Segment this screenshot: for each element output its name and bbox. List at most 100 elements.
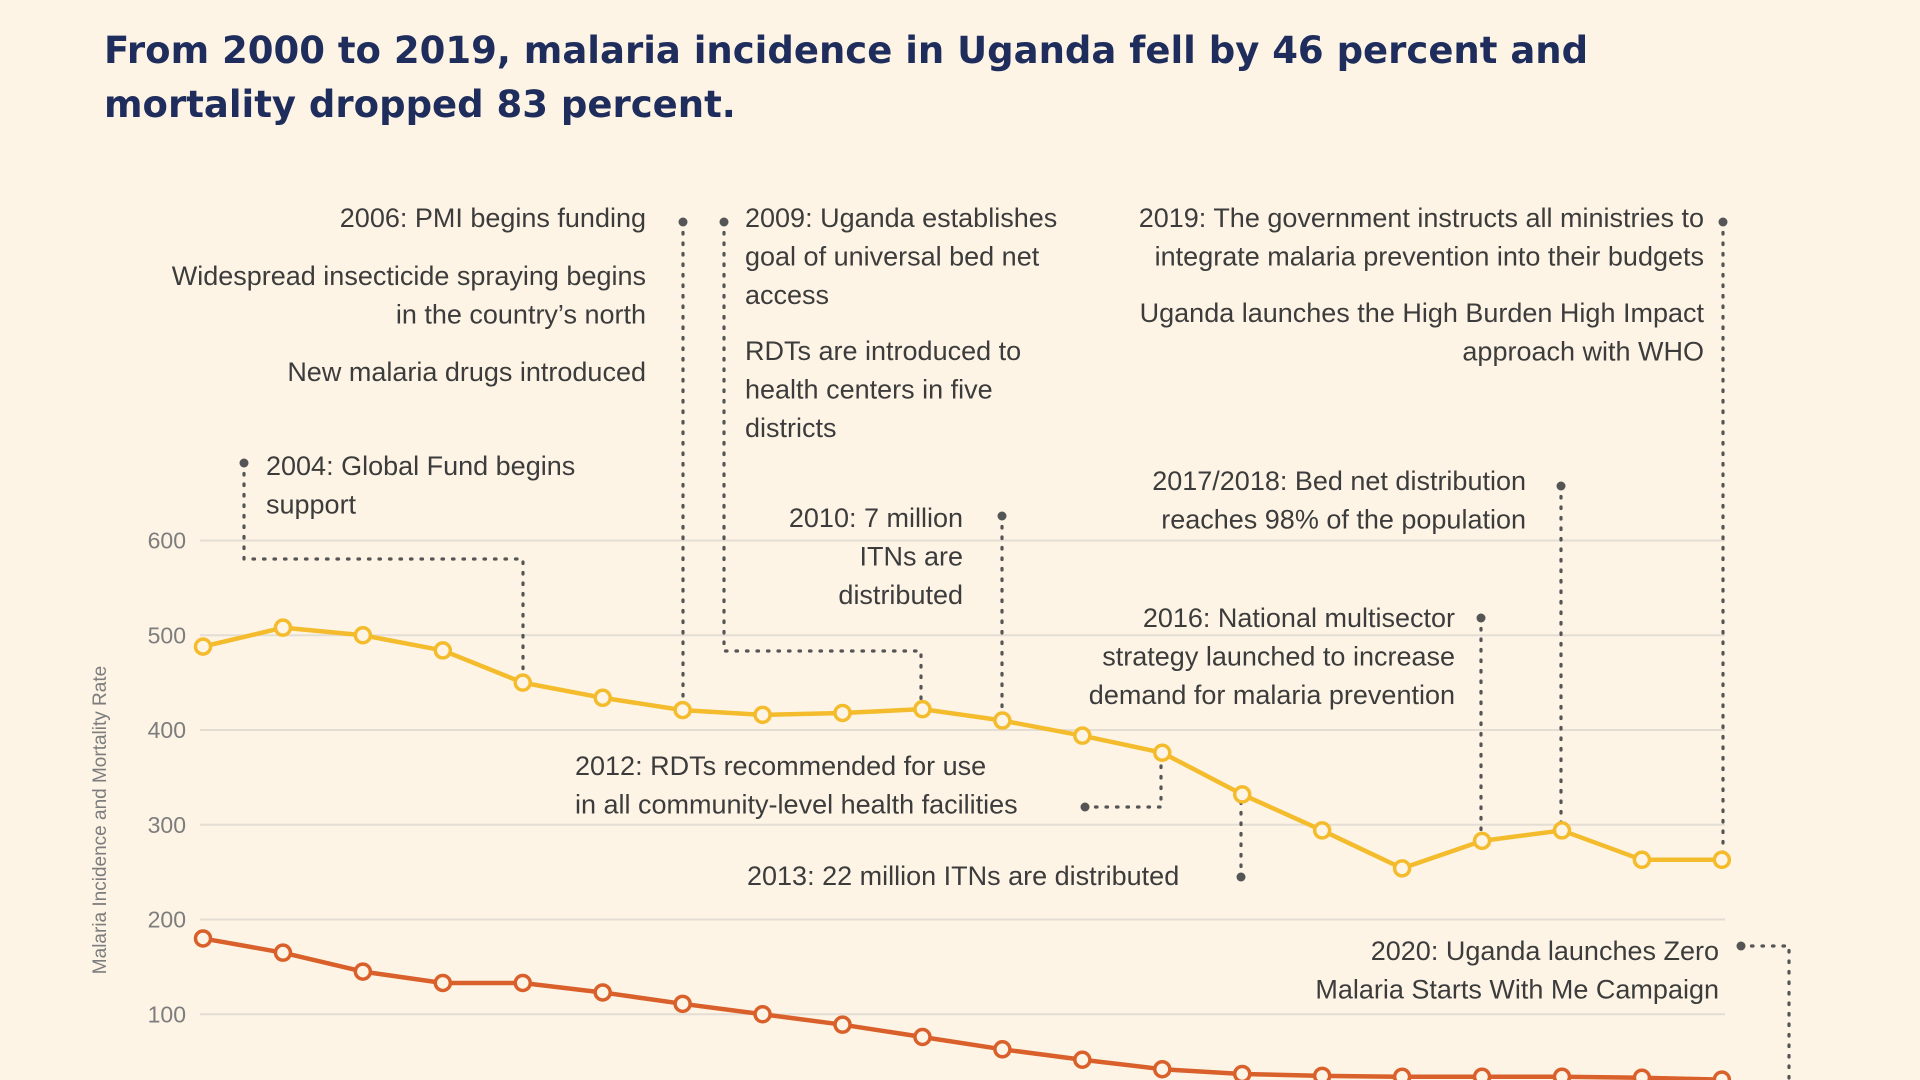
- mortality-point: [673, 994, 692, 1014]
- mortality-point: [513, 973, 533, 993]
- incidence-point: [513, 673, 533, 692]
- annotation-leader: [1083, 753, 1163, 809]
- y-axis-label: Malaria Incidence and Mortality Rate: [90, 666, 111, 974]
- annotation-line: reaches 98% of the population: [1161, 505, 1526, 535]
- annotation-6: RDTs are introduced to health centers in …: [745, 336, 1021, 443]
- incidence-point: [433, 641, 453, 660]
- mortality-point: [1073, 1050, 1092, 1069]
- mortality-point: [1232, 1064, 1252, 1080]
- annotation-2: 2006: PMI begins funding: [340, 203, 646, 233]
- incidence-point: [1232, 785, 1252, 804]
- leader-dot: [1736, 941, 1746, 951]
- annotation-line: 2006: PMI begins funding: [340, 203, 646, 233]
- annotation-leader: [722, 220, 923, 711]
- annotation-line: Widespread insecticide spraying begins: [172, 261, 646, 291]
- leader-dot: [678, 217, 688, 227]
- mortality-point: [1472, 1067, 1492, 1080]
- series-layer: [193, 618, 1732, 1080]
- y-tick-label: 300: [148, 812, 186, 838]
- leader-dot: [1476, 613, 1486, 623]
- annotation-line: 2013: 22 million ITNs are distributed: [747, 861, 1179, 891]
- annotation-line: districts: [745, 413, 837, 443]
- annotation-line: 2004: Global Fund begins: [266, 451, 575, 481]
- mortality-point: [1712, 1070, 1732, 1080]
- leader-dot: [1718, 217, 1728, 227]
- mortality-point: [1153, 1059, 1172, 1079]
- mortality-point: [273, 943, 293, 962]
- mortality-point: [593, 983, 612, 1002]
- annotation-line: 2019: The government instructs all minis…: [1139, 203, 1704, 233]
- annotation-layer: 2004: Global Fund begins support 2006: PMI…: [172, 203, 1719, 1005]
- annotation-line: 2020: Uganda launches Zero: [1371, 936, 1719, 966]
- leader-dot: [1556, 481, 1566, 491]
- mortality-point: [753, 1005, 772, 1024]
- y-tick-label: 100: [148, 1001, 186, 1027]
- annotation-line: 2009: Uganda establishes: [745, 203, 1057, 233]
- incidence-point: [1632, 850, 1652, 870]
- incidence-point: [353, 626, 373, 645]
- annotation-line: strategy launched to increase: [1102, 642, 1455, 672]
- annotation-line: access: [745, 280, 829, 310]
- y-tick-label: 500: [148, 622, 186, 648]
- incidence-point: [1073, 726, 1092, 745]
- mortality-point: [1312, 1066, 1332, 1080]
- y-tick-label: 200: [148, 907, 186, 933]
- annotation-line: Uganda launches the High Burden High Imp…: [1140, 298, 1705, 328]
- annotation-line: New malaria drugs introduced: [287, 357, 646, 387]
- annotation-14: 2020: Uganda launches Zero Malaria Starts…: [1315, 936, 1719, 1005]
- annotation-5: 2009: Uganda establishes goal of universa…: [745, 203, 1057, 310]
- annotation-line: goal of universal bed net: [745, 242, 1040, 272]
- incidence-point: [193, 637, 213, 656]
- leader-dot: [1080, 802, 1090, 812]
- annotation-line: 2012: RDTs recommended for use: [575, 751, 986, 781]
- y-tick-label: 400: [148, 717, 186, 743]
- annotation-leader: [1739, 944, 1791, 1080]
- annotation-line: support: [266, 490, 357, 520]
- annotation-4: New malaria drugs introduced: [287, 357, 646, 387]
- annotation-12: 2019: The government instructs all minis…: [1139, 203, 1704, 272]
- annotation-line: integrate malaria prevention into their …: [1155, 242, 1704, 272]
- annotation-leaders: [239, 217, 1791, 1080]
- incidence-point: [1312, 821, 1332, 840]
- incidence-point: [913, 699, 932, 719]
- annotation-line: RDTs are introduced to: [745, 336, 1021, 366]
- annotation-line: ITNs are: [859, 542, 963, 572]
- annotation-line: 2016: National multisector: [1143, 603, 1455, 633]
- y-axis: 100 200 300 400 500 600 Malaria Incidence and …: [90, 528, 186, 1028]
- incidence-point: [673, 700, 692, 720]
- incidence-point: [753, 705, 772, 725]
- incidence-point: [1392, 859, 1412, 878]
- mortality-point: [193, 929, 213, 948]
- annotation-3: Widespread insecticide spraying begins in…: [172, 261, 646, 330]
- mortality-line: [200, 936, 1725, 1080]
- incidence-point: [1472, 831, 1492, 851]
- annotation-line: health centers in five: [745, 375, 993, 405]
- incidence-point: [273, 618, 293, 637]
- mortality-point: [1552, 1067, 1572, 1080]
- annotation-line: in the country’s north: [396, 300, 646, 330]
- annotation-9: 2013: 22 million ITNs are distributed: [747, 861, 1179, 891]
- annotation-13: Uganda launches the High Burden High Imp…: [1140, 298, 1705, 367]
- annotation-line: 2017/2018: Bed net distribution: [1152, 466, 1526, 496]
- leader-dot: [997, 511, 1007, 521]
- mortality-point: [993, 1040, 1012, 1059]
- annotation-line: Malaria Starts With Me Campaign: [1315, 975, 1719, 1005]
- annotation-10: 2016: National multisector strategy launc…: [1089, 603, 1455, 710]
- mortality-point: [1632, 1068, 1652, 1080]
- annotation-7: 2010: 7 million ITNs are distributed: [789, 503, 963, 610]
- leader-dot: [719, 217, 729, 227]
- annotation-line: approach with WHO: [1462, 337, 1704, 367]
- chart-title: From 2000 to 2019, malaria incidence in …: [104, 29, 1589, 126]
- mortality-point: [353, 962, 373, 981]
- annotation-11: 2017/2018: Bed net distribution reaches 9…: [1152, 466, 1526, 535]
- mortality-point: [913, 1027, 932, 1047]
- annotation-line: demand for malaria prevention: [1089, 680, 1455, 710]
- annotation-1: 2004: Global Fund begins support: [266, 451, 575, 520]
- leader-dot: [1236, 872, 1246, 882]
- mortality-point: [833, 1015, 852, 1034]
- annotation-line: in all community-level health facilities: [575, 790, 1018, 820]
- annotation-line: 2010: 7 million: [789, 503, 963, 533]
- incidence-line: [200, 625, 1725, 871]
